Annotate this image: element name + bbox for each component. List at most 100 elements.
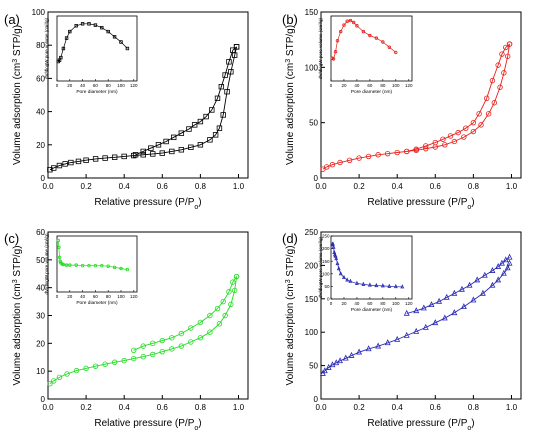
data-point bbox=[224, 88, 230, 95]
y-tick-label: 200 bbox=[305, 261, 319, 270]
inset-data-point bbox=[332, 249, 337, 254]
inset-chart: 0 20 40 60 80 100 120 Pore diameter (nm) dV/dlog… bbox=[44, 233, 138, 306]
y-tick-label: 40 bbox=[36, 108, 45, 117]
data-point bbox=[51, 378, 57, 384]
data-point bbox=[150, 151, 156, 157]
inset-data-point bbox=[354, 280, 359, 285]
data-point bbox=[337, 159, 343, 166]
data-point bbox=[503, 44, 509, 51]
inset-data-point bbox=[339, 29, 343, 34]
data-point bbox=[432, 139, 438, 146]
data-point bbox=[375, 342, 382, 349]
data-point bbox=[478, 122, 484, 128]
inset-data-point bbox=[331, 244, 336, 249]
data-point bbox=[64, 371, 70, 377]
inset-data-point bbox=[342, 274, 346, 280]
y-tick-label: 30 bbox=[36, 312, 45, 321]
inset-data-point bbox=[367, 282, 372, 287]
inset-x-axis-label: Pore diameter (nm) bbox=[351, 89, 393, 95]
data-point bbox=[169, 346, 175, 352]
data-point bbox=[474, 276, 481, 283]
inset-x-tick-label: 60 bbox=[367, 301, 373, 306]
data-point bbox=[436, 297, 443, 304]
data-point bbox=[504, 53, 511, 59]
inset-data-point bbox=[119, 40, 123, 44]
inset-data-point bbox=[333, 253, 338, 258]
chart-panel: (b) 0.0 0.2 0.4 0.6 0.8 1.0 0 50 100 150 Relative p… bbox=[282, 8, 522, 211]
data-point bbox=[188, 339, 194, 345]
data-point bbox=[121, 153, 127, 160]
inset-x-tick-label: 100 bbox=[117, 83, 125, 88]
data-point bbox=[169, 335, 175, 341]
data-point bbox=[502, 256, 509, 263]
inset-y-axis-label: dV/dlogW pore volume (cm³/g) bbox=[318, 236, 323, 298]
data-point bbox=[140, 148, 146, 155]
y-tick-label: 100 bbox=[305, 328, 319, 337]
y-tick-label: 10 bbox=[36, 367, 45, 376]
y-tick-label: 250 bbox=[305, 228, 319, 237]
inset-data-point bbox=[374, 282, 379, 288]
data-point bbox=[68, 159, 74, 166]
inset-x-tick-label: 80 bbox=[106, 294, 112, 299]
data-point bbox=[188, 325, 194, 331]
data-point bbox=[404, 148, 410, 155]
y-tick-label: 0 bbox=[314, 174, 319, 183]
data-point bbox=[62, 161, 68, 167]
inset-data-point bbox=[87, 263, 91, 268]
inset-data-point bbox=[331, 241, 335, 246]
inset-data-point bbox=[64, 36, 69, 40]
y-tick-label: 0 bbox=[41, 174, 46, 183]
data-point bbox=[197, 142, 204, 148]
data-point bbox=[506, 253, 513, 260]
y-tick-label: 60 bbox=[36, 228, 45, 237]
data-series bbox=[131, 273, 240, 353]
y-axis-label: Volume adsorption (cm3 STP/g) bbox=[12, 245, 24, 385]
data-point bbox=[346, 157, 353, 163]
inset-x-tick-label: 100 bbox=[117, 294, 125, 299]
data-point bbox=[220, 298, 226, 305]
y-tick-label: 20 bbox=[36, 141, 45, 150]
data-point bbox=[500, 269, 507, 276]
data-point bbox=[140, 343, 146, 349]
inset-y-axis-label: dV/dlogW pore volume (cm³/g) bbox=[44, 233, 49, 295]
inset-data-point bbox=[119, 266, 123, 271]
inset-data-point bbox=[348, 278, 353, 283]
data-point bbox=[121, 357, 127, 364]
inset-data-point bbox=[58, 259, 62, 263]
data-series bbox=[319, 259, 513, 376]
inset-x-axis-label: Pore diameter (nm) bbox=[76, 300, 118, 306]
data-point bbox=[207, 329, 213, 335]
data-point bbox=[222, 72, 228, 78]
y-axis-label: Volume adsorption (cm3 STP/g) bbox=[285, 245, 297, 385]
data-point bbox=[75, 158, 82, 165]
inset-data-point bbox=[112, 265, 117, 270]
data-point bbox=[461, 134, 467, 140]
data-point bbox=[191, 122, 198, 128]
inset-x-tick-label: 20 bbox=[67, 294, 73, 299]
chart-panel: (a) 0.0 0.2 0.4 0.6 0.8 1.0 0 20 40 60 80 100 Relativ… bbox=[4, 8, 249, 211]
data-point bbox=[489, 77, 496, 84]
inset-data-point bbox=[335, 39, 340, 43]
data-point bbox=[489, 267, 496, 273]
x-tick-label: 0.4 bbox=[119, 403, 131, 412]
inset-series-line bbox=[58, 23, 128, 62]
data-point bbox=[47, 166, 53, 173]
x-tick-label: 0.4 bbox=[392, 403, 404, 412]
x-axis-label: Relative pressure (P/Po) bbox=[94, 418, 201, 432]
inset-data-point bbox=[57, 245, 61, 249]
inset-y-tick-label: 150 bbox=[322, 259, 330, 264]
data-point bbox=[83, 365, 89, 372]
data-series bbox=[404, 41, 513, 155]
data-point bbox=[451, 289, 458, 296]
inset-data-point bbox=[74, 24, 78, 28]
data-point bbox=[495, 62, 501, 68]
data-point bbox=[230, 279, 236, 285]
data-point bbox=[231, 287, 238, 294]
inset-x-tick-label: 40 bbox=[80, 294, 86, 299]
inset-x-axis-label: Pore diameter (nm) bbox=[351, 307, 393, 313]
data-point bbox=[155, 142, 162, 148]
inset-y-tick-label: 200 bbox=[322, 246, 330, 251]
data-point bbox=[159, 337, 165, 344]
inset-x-tick-label: 60 bbox=[367, 83, 373, 88]
data-point bbox=[506, 41, 513, 47]
